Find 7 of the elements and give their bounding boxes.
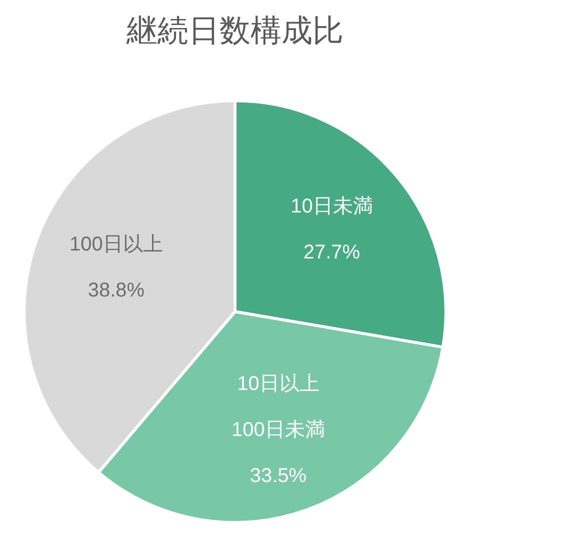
data-label: 38.8%	[88, 280, 145, 302]
category-label: 10日以上 100日未満	[232, 373, 325, 442]
data-label: 27.7%	[303, 242, 360, 264]
data-label: 33.5%	[250, 465, 307, 488]
chart-title: 継続日数構成比	[126, 13, 344, 48]
slice-label: 100日以上	[70, 234, 163, 256]
slice-label: 10日未満	[290, 196, 373, 218]
